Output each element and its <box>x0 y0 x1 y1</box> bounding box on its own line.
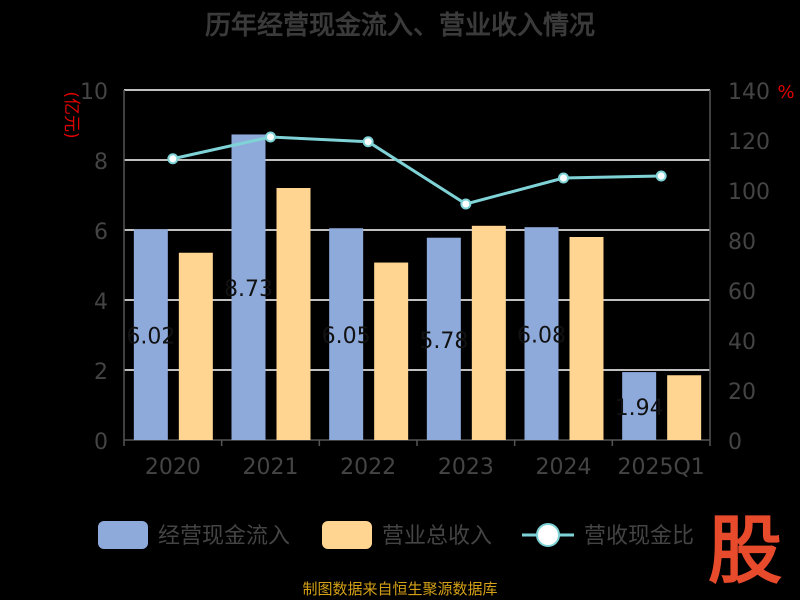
bar-value-label: 1.94 <box>615 396 664 421</box>
bar-revenue <box>471 225 506 440</box>
y-right-tick-label: 80 <box>728 230 756 255</box>
legend-swatch-cash-inflow <box>98 521 148 549</box>
legend-label-ratio: 营收现金比 <box>584 524 694 549</box>
y-left-tick-label: 8 <box>94 150 108 175</box>
x-tick-label: 2024 <box>536 455 592 480</box>
x-tick-label: 2022 <box>340 455 396 480</box>
bar-cash-inflow <box>622 372 657 440</box>
bar-revenue <box>569 237 604 440</box>
y-right-tick-label: 40 <box>728 330 756 355</box>
y-right-axis-label: % <box>777 82 794 103</box>
bar-revenue <box>374 262 409 440</box>
y-right-tick-label: 60 <box>728 280 756 305</box>
bar-revenue <box>667 375 702 440</box>
bar-cash-inflow <box>133 229 168 440</box>
y-right-tick-label: 20 <box>728 380 756 405</box>
y-right-tick-label: 120 <box>728 130 770 155</box>
y-left-tick-label: 10 <box>80 80 108 105</box>
bar-cash-inflow <box>231 134 266 440</box>
y-left-tick-label: 0 <box>94 430 108 455</box>
legend-marker-ratio <box>536 523 560 547</box>
y-right-tick-label: 140 <box>728 80 770 105</box>
bar-revenue <box>276 188 311 440</box>
source-note: 制图数据来自恒生聚源数据库 <box>302 580 497 598</box>
line-point <box>362 136 374 148</box>
chart-title: 历年经营现金流入、营业收入情况 <box>205 10 595 41</box>
y-left-tick-label: 4 <box>94 290 108 315</box>
legend-swatch-revenue <box>322 521 372 549</box>
y-right-tick-label: 100 <box>728 180 770 205</box>
bar-value-label: 6.05 <box>322 324 371 349</box>
line-point <box>460 198 472 210</box>
bar-cash-inflow <box>426 237 461 440</box>
line-point <box>558 172 569 184</box>
line-ratio <box>172 135 662 206</box>
bar-value-label: 6.08 <box>517 324 566 349</box>
line-point <box>167 153 179 165</box>
bar-cash-inflow <box>329 228 364 440</box>
bar-value-label: 8.73 <box>224 277 273 302</box>
y-right-tick-label: 0 <box>728 430 742 455</box>
legend-label-revenue: 营业总收入 <box>382 524 492 549</box>
y-left-tick-label: 6 <box>94 220 108 245</box>
brand-logo: 股 <box>708 508 782 594</box>
legend-label-cash-inflow: 经营现金流入 <box>158 524 290 549</box>
bar-cash-inflow <box>524 227 559 440</box>
line-point <box>655 170 667 182</box>
bar-revenue <box>178 252 213 440</box>
x-tick-label: 2021 <box>243 455 299 480</box>
bar-value-label: 6.02 <box>126 325 175 350</box>
y-left-axis-label: (亿元) <box>61 91 81 138</box>
y-left-tick-label: 2 <box>94 360 108 385</box>
bar-value-label: 5.78 <box>419 329 468 354</box>
x-tick-label: 2020 <box>145 455 201 480</box>
line-point <box>265 131 276 143</box>
x-tick-label: 2023 <box>438 455 494 480</box>
x-tick-label: 2025Q1 <box>618 455 705 480</box>
